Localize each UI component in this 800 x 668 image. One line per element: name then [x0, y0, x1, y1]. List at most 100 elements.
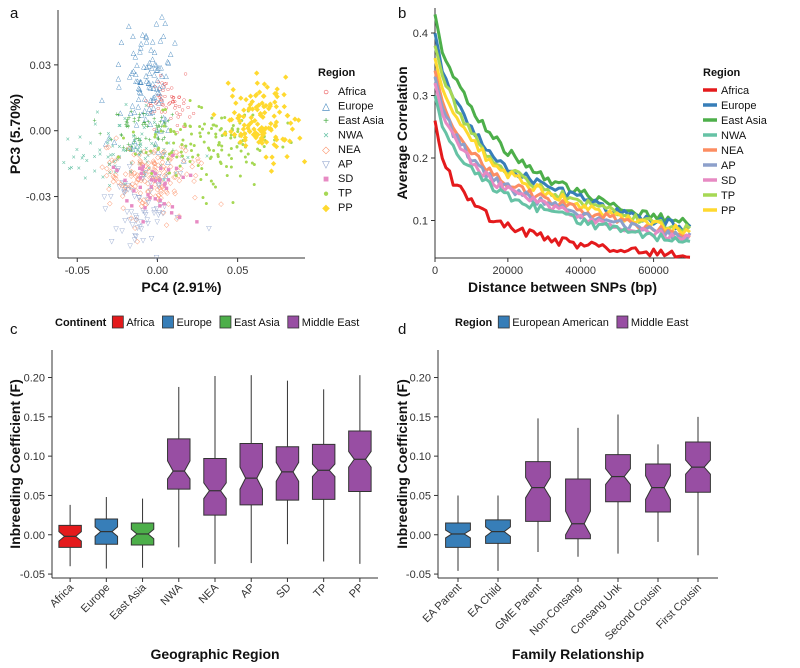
a-point-pp: ◆: [263, 125, 269, 132]
a-point-pp: ◆: [262, 109, 268, 116]
a-legend-label: East Asia: [338, 115, 385, 127]
a-point-africa: ○: [158, 72, 162, 79]
panel-b-label: b: [398, 5, 406, 22]
b-x-tick-label: 0: [432, 265, 438, 277]
b-line-sd: [433, 82, 691, 241]
a-point-pp: ◆: [243, 135, 249, 142]
a-point-africa: ○: [164, 105, 168, 112]
c-x-tick-label: SD: [274, 582, 293, 601]
a-point-tp: ●: [183, 122, 187, 129]
a-point-europe: △: [153, 62, 159, 69]
a-point-europe: △: [159, 14, 165, 21]
a-point-east-asia: +: [160, 114, 164, 121]
a-point-nea: ◇: [193, 173, 199, 180]
a-point-nwa: ×: [67, 166, 71, 173]
a-point-nwa: ×: [106, 154, 110, 161]
a-point-ap: ▽: [137, 224, 143, 231]
a-point-nwa: ×: [205, 153, 209, 160]
a-point-nea: ◇: [156, 192, 162, 199]
a-point-europe: △: [152, 61, 158, 68]
a-point-europe: △: [99, 97, 105, 104]
a-point-pp: ◆: [257, 126, 263, 133]
a-point-tp: ●: [227, 152, 231, 159]
a-point-tp: ●: [223, 114, 227, 121]
a-point-europe: △: [136, 85, 142, 92]
a-point-europe: △: [134, 121, 140, 128]
a-point-pp: ◆: [250, 99, 256, 106]
b-legend-label: NWA: [721, 130, 747, 142]
c-x-tick-label: NEA: [197, 581, 222, 606]
a-point-europe: △: [160, 151, 166, 158]
a-point-east-asia: +: [156, 122, 160, 129]
a-point-pp: ◆: [273, 122, 279, 129]
a-point-nwa: ×: [138, 144, 142, 151]
a-legend-label: TP: [338, 188, 352, 200]
a-point-nwa: ×: [66, 137, 70, 144]
a-point-east-asia: +: [115, 111, 119, 118]
a-point-east-asia: +: [98, 131, 102, 138]
c-legend-label: Middle East: [302, 317, 359, 329]
c-box-nea: [203, 457, 227, 516]
a-point-europe: △: [150, 81, 156, 88]
a-point-europe: △: [150, 109, 156, 116]
a-point-tp: ●: [219, 126, 223, 133]
a-legend-label: Africa: [338, 86, 367, 98]
a-point-east-asia: +: [155, 129, 159, 136]
a-point-nea: ◇: [133, 216, 139, 223]
a-point-nea: ◇: [166, 201, 172, 208]
a-point-nwa: ×: [142, 170, 146, 177]
a-point-east-asia: +: [138, 138, 142, 145]
a-point-tp: ●: [169, 149, 173, 156]
a-point-nea: ◇: [139, 178, 145, 185]
a-point-nea: ◇: [151, 160, 157, 167]
a-point-tp: ●: [184, 143, 188, 150]
a-x-tick-label: 0.00: [147, 265, 168, 277]
a-point-africa: ○: [177, 103, 181, 110]
a-point-ap: ▽: [145, 197, 151, 204]
a-point-europe: △: [154, 67, 160, 74]
a-point-europe: △: [166, 127, 172, 134]
a-point-europe: △: [172, 40, 178, 47]
a-point-africa: ○: [171, 94, 175, 101]
a-point-nwa: ×: [136, 147, 140, 154]
a-point-east-asia: +: [137, 136, 141, 143]
a-point-tp: ●: [200, 126, 204, 133]
a-point-europe: △: [158, 64, 164, 71]
c-legend-label: Europe: [176, 317, 211, 329]
a-legend-label: Europe: [338, 101, 373, 113]
a-point-east-asia: +: [171, 148, 175, 155]
a-x-tick-label: -0.05: [65, 265, 90, 277]
a-point-tp: ●: [188, 98, 192, 105]
a-point-nea: ◇: [137, 158, 143, 165]
a-point-europe: △: [130, 146, 136, 153]
a-point-africa: ○: [166, 87, 170, 94]
a-point-east-asia: +: [132, 133, 136, 140]
a-point-europe: △: [131, 50, 137, 57]
a-point-nwa: ×: [81, 153, 85, 160]
a-point-nea: ◇: [151, 158, 157, 165]
a-point-europe: △: [138, 90, 144, 97]
b-line-africa: [433, 120, 691, 259]
a-point-ap: ▽: [135, 225, 141, 232]
a-point-nwa: ×: [107, 136, 111, 143]
a-point-pp: ◆: [269, 168, 275, 175]
a-point-europe: △: [161, 33, 167, 40]
a-point-sd: ■: [163, 180, 167, 187]
a-point-tp: ●: [220, 143, 224, 150]
a-point-nwa: ×: [132, 138, 136, 145]
a-point-nwa: ×: [183, 144, 187, 151]
a-point-east-asia: +: [161, 137, 165, 144]
a-point-tp: ●: [217, 139, 221, 146]
a-point-nea: ◇: [143, 202, 149, 209]
a-point-africa: ○: [161, 87, 165, 94]
a-point-tp: ●: [168, 126, 172, 133]
a-point-europe: △: [168, 51, 174, 58]
a-point-pp: ◆: [263, 154, 269, 161]
a-point-ap: ▽: [139, 226, 145, 233]
a-point-east-asia: +: [124, 119, 128, 126]
b-x-tick-label: 20000: [493, 265, 524, 277]
a-point-nea: ◇: [168, 155, 174, 162]
c-x-tick-label: AP: [238, 582, 257, 601]
a-x-tick-label: 0.05: [227, 265, 248, 277]
a-point-ap: ▽: [158, 178, 164, 185]
